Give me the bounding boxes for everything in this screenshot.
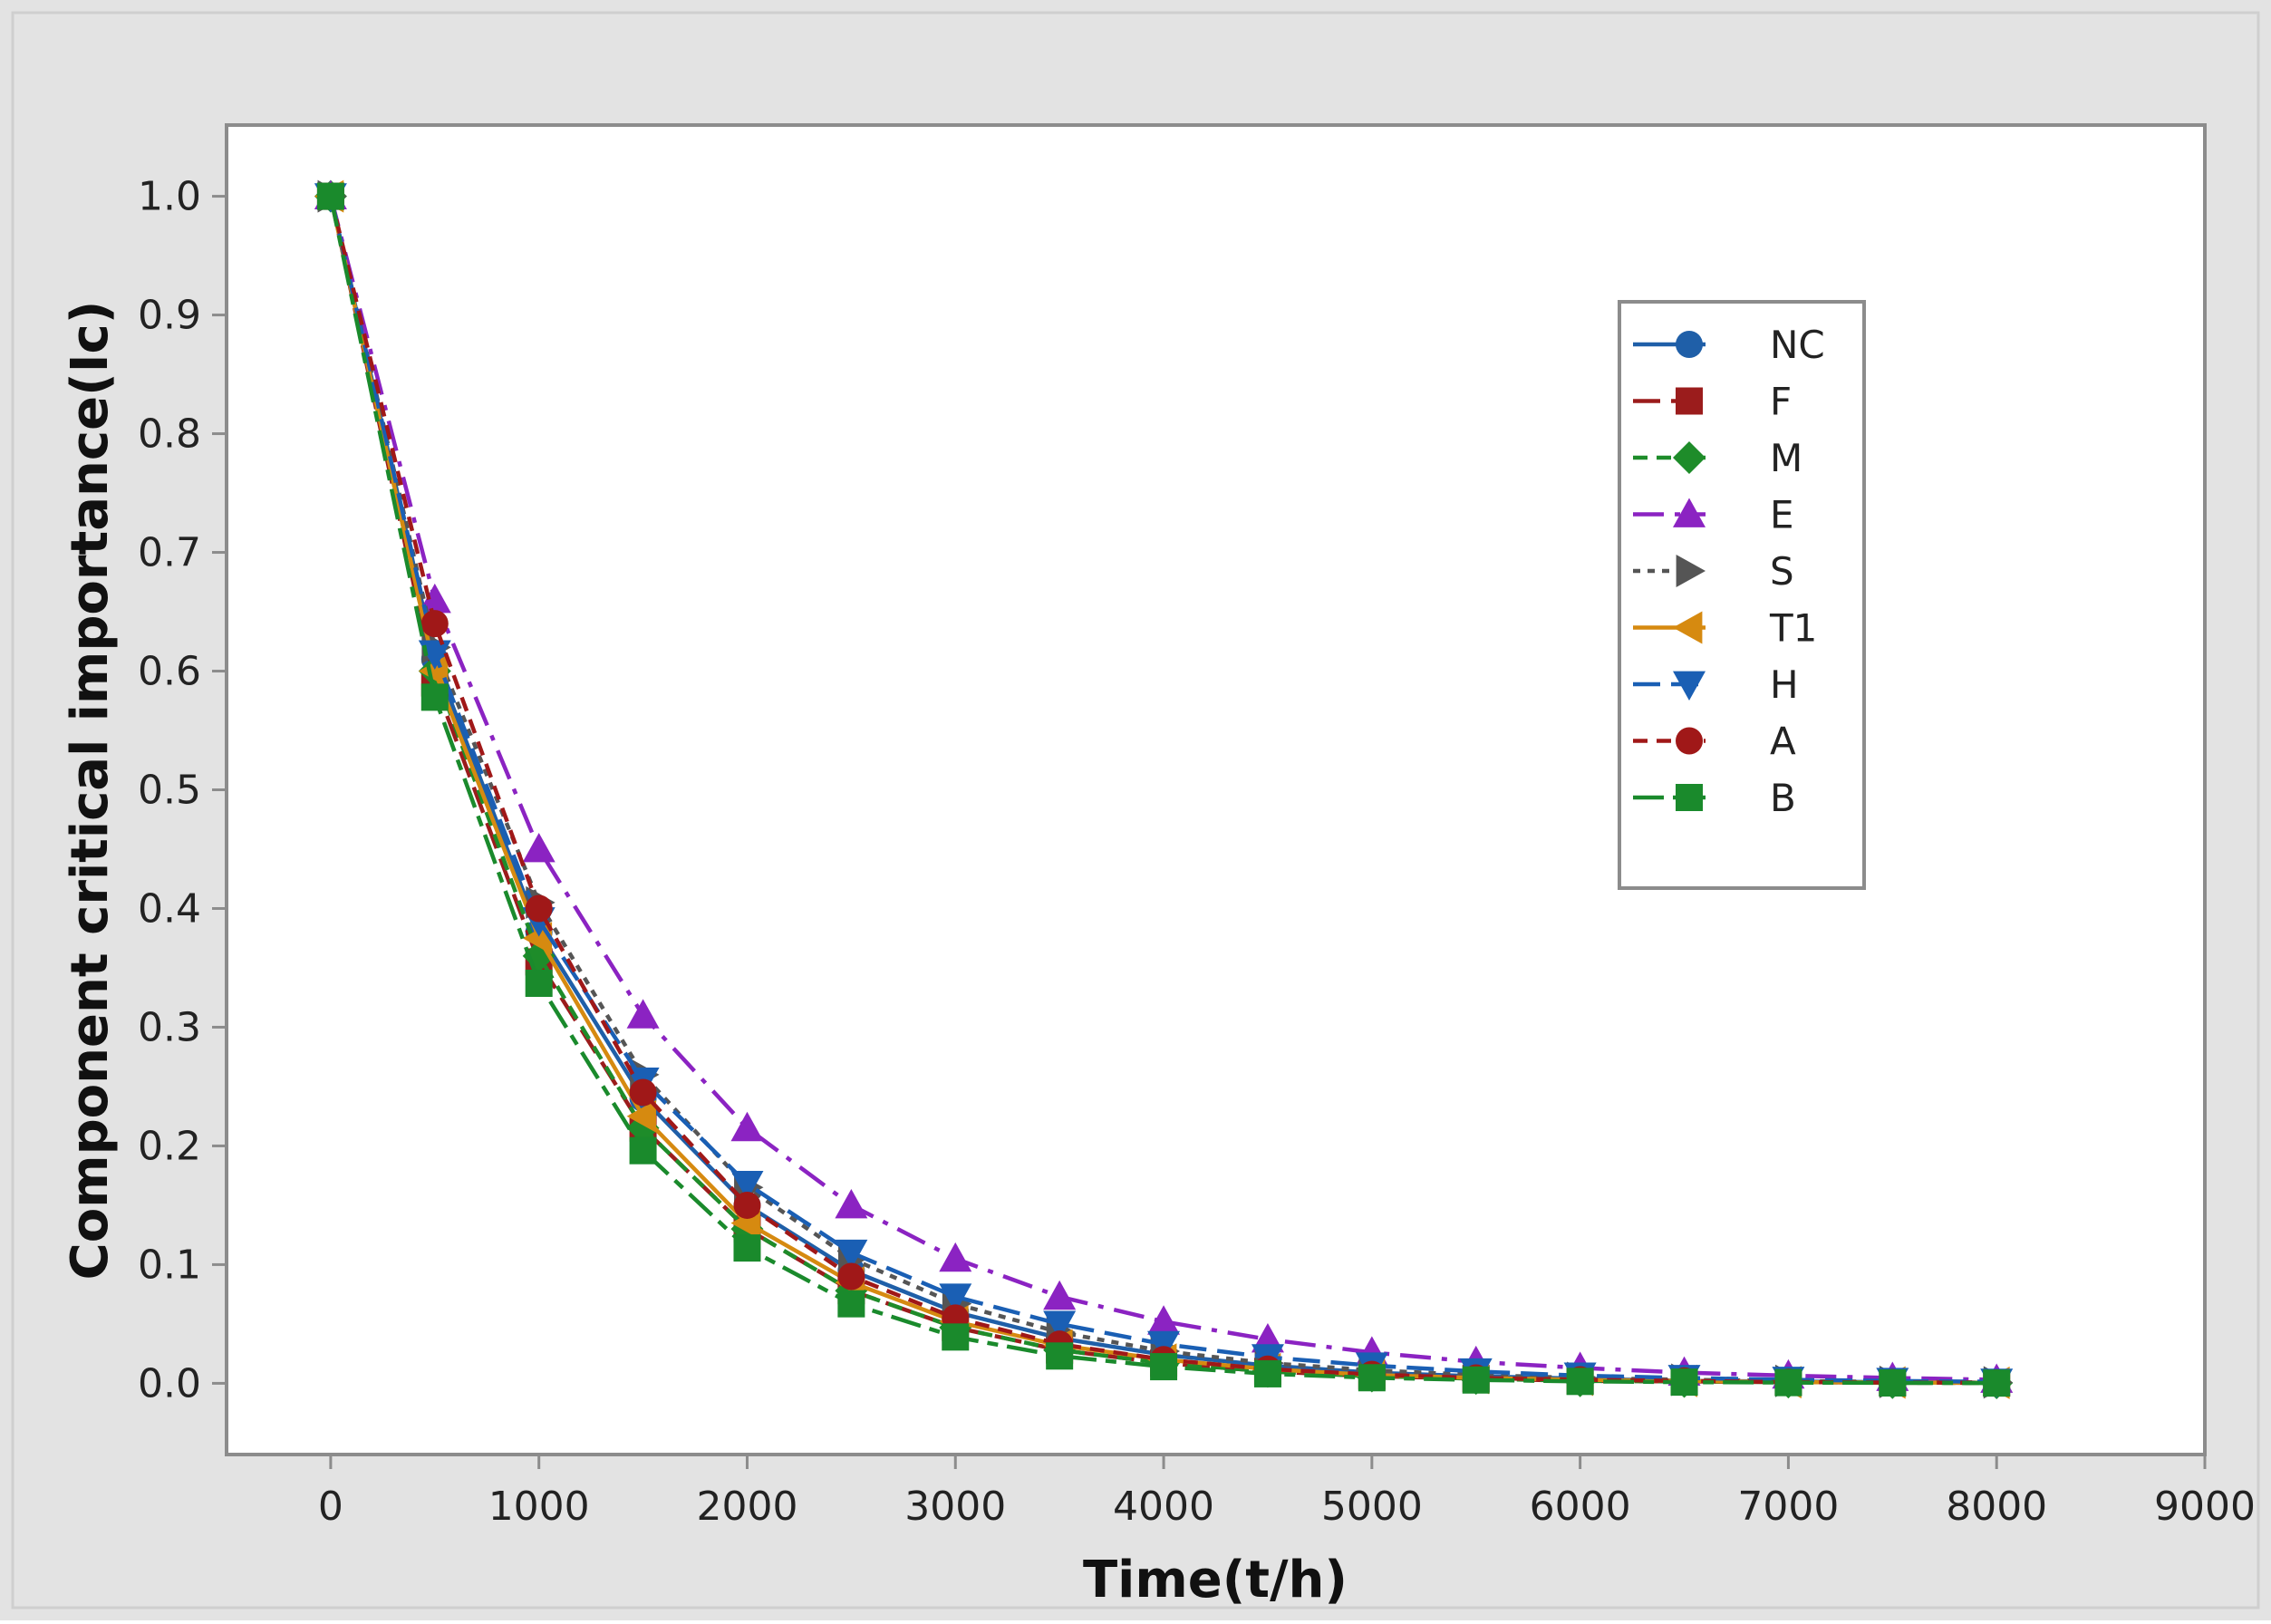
data-point-h — [939, 1283, 972, 1313]
y-tick-label: 0.4 — [138, 885, 201, 932]
y-tick-label: 0.1 — [138, 1242, 201, 1288]
series-b — [316, 182, 2011, 1397]
legend-marker-s — [1676, 555, 1706, 587]
legend-entry-h: H — [1633, 662, 1799, 707]
y-tick-label: 0.6 — [138, 649, 201, 695]
x-tick-label: 1000 — [488, 1484, 590, 1530]
legend-entry-b: B — [1633, 776, 1796, 820]
data-point-h — [1043, 1310, 1077, 1340]
legend-entry-t1: T1 — [1633, 606, 1817, 651]
data-point-a — [525, 894, 553, 923]
legend-marker-b — [1676, 784, 1703, 811]
y-tick-label: 0.5 — [138, 768, 201, 814]
legend-label-s: S — [1770, 549, 1794, 594]
legend-marker-a — [1676, 727, 1703, 755]
legend-label-t1: T1 — [1769, 606, 1817, 651]
data-point-b — [1566, 1368, 1594, 1396]
data-point-b — [1879, 1369, 1907, 1397]
x-tick-label: 6000 — [1530, 1484, 1631, 1530]
data-point-a — [420, 610, 449, 638]
data-point-b — [1253, 1359, 1281, 1387]
legend-entry-f: F — [1633, 380, 1792, 424]
legend-entry-e: E — [1633, 493, 1794, 537]
legend-label-h: H — [1770, 662, 1799, 707]
legend-label-m: M — [1770, 436, 1802, 480]
y-tick-label: 0.3 — [138, 1004, 201, 1050]
x-axis-ticks: 0 1000 2000 3000 4000 5000 6000 7000 8000 9000 — [318, 1455, 2256, 1530]
data-point-b — [525, 970, 553, 998]
data-point-b — [1670, 1368, 1698, 1397]
data-point-t1 — [626, 1099, 656, 1133]
legend-marker-e — [1673, 498, 1706, 527]
y-tick-label: 0.7 — [138, 530, 201, 576]
data-point-b — [1774, 1368, 1802, 1397]
data-point-b — [1983, 1369, 2011, 1397]
legend-marker-h — [1673, 671, 1706, 701]
data-point-b — [942, 1323, 970, 1351]
data-point-e — [626, 999, 660, 1029]
data-point-h — [835, 1239, 868, 1270]
x-tick-label: 0 — [318, 1484, 343, 1530]
data-point-e — [835, 1188, 868, 1219]
data-point-b — [733, 1234, 761, 1262]
data-point-a — [733, 1191, 761, 1219]
data-point-e — [1147, 1305, 1181, 1335]
y-tick-label: 1.0 — [138, 174, 201, 220]
x-tick-label: 5000 — [1321, 1484, 1423, 1530]
data-point-b — [629, 1136, 657, 1165]
legend-entry-a: A — [1633, 720, 1796, 764]
x-tick-label: 7000 — [1737, 1484, 1839, 1530]
x-tick-label: 2000 — [696, 1484, 797, 1530]
plot-area — [225, 123, 2207, 1456]
data-point-b — [837, 1290, 865, 1318]
legend-box — [1618, 300, 1866, 890]
y-axis-ticks: 0.0 0.1 0.2 0.3 0.4 0.5 0.6 0.7 0.8 0.9 1.0 — [138, 174, 227, 1406]
x-axis-label: Time(t/h) — [1083, 1551, 1348, 1610]
y-tick-label: 0.9 — [138, 293, 201, 339]
y-tick-label: 0.2 — [138, 1123, 201, 1169]
legend-label-nc: NC — [1770, 323, 1825, 367]
data-point-h — [418, 640, 451, 670]
y-axis-label: Component critical importance(Ic) — [61, 301, 120, 1281]
data-point-e — [1043, 1280, 1077, 1310]
data-point-b — [1358, 1364, 1386, 1392]
y-tick-label: 0.0 — [138, 1360, 201, 1406]
data-point-e — [418, 583, 451, 614]
legend-label-e: E — [1770, 493, 1794, 537]
legend-marker-m — [1673, 441, 1706, 474]
series-layer — [314, 179, 2014, 1400]
x-tick-label: 4000 — [1113, 1484, 1214, 1530]
data-point-b — [1462, 1366, 1490, 1394]
series-line-b — [328, 196, 1997, 1386]
data-point-b — [316, 182, 344, 210]
legend-marker-nc — [1676, 331, 1703, 358]
legend-label-b: B — [1770, 776, 1796, 820]
data-point-e — [730, 1111, 764, 1142]
x-tick-label: 9000 — [2154, 1484, 2256, 1530]
data-point-h — [730, 1170, 764, 1201]
legend-entry-nc: NC — [1633, 323, 1825, 367]
data-point-e — [522, 832, 556, 863]
legend-marker-t1 — [1673, 611, 1703, 644]
data-point-a — [629, 1078, 657, 1107]
x-tick-label: 8000 — [1946, 1484, 2047, 1530]
legend-marker-f — [1676, 387, 1703, 415]
legend-label-f: F — [1770, 380, 1792, 424]
x-tick-label: 3000 — [904, 1484, 1006, 1530]
legend-entry-m: M — [1633, 436, 1802, 480]
data-point-h — [1147, 1330, 1181, 1361]
data-point-e — [939, 1242, 972, 1272]
legend-entry-s: S — [1633, 549, 1794, 594]
data-point-a — [837, 1262, 865, 1290]
y-tick-label: 0.8 — [138, 411, 201, 458]
data-point-b — [420, 683, 449, 711]
data-point-b — [1046, 1342, 1074, 1370]
series-line-e — [328, 196, 1997, 1382]
data-point-b — [1150, 1353, 1178, 1381]
outer-frame — [11, 11, 2260, 1610]
legend-label-a: A — [1770, 720, 1796, 764]
